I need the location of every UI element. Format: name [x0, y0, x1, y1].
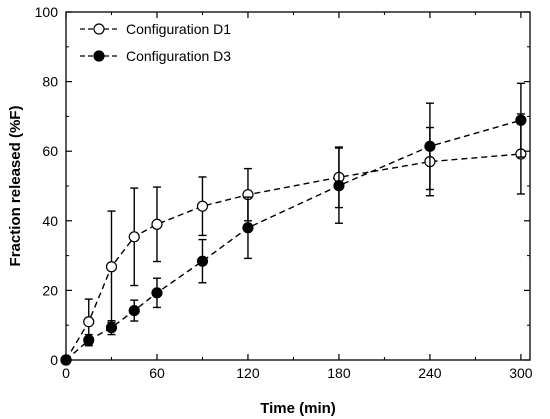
series-line — [65, 153, 521, 361]
data-point — [105, 261, 118, 273]
data-point — [128, 231, 140, 243]
axis-ticks: 0 60 120 180 240 300 0 20 40 60 80 100 — [35, 4, 533, 381]
x-axis-title: Time (min) — [260, 400, 336, 417]
series-layer — [60, 82, 527, 366]
data-point — [128, 304, 140, 317]
data-point — [333, 180, 345, 192]
data-point — [83, 334, 95, 346]
series-0 — [60, 113, 527, 366]
y-tick-label: 20 — [42, 282, 58, 298]
y-tick-label: 100 — [35, 4, 59, 20]
series-line — [65, 119, 522, 361]
data-point — [151, 218, 163, 230]
data-point — [515, 114, 527, 126]
y-axis-title: Fraction released (%F) — [7, 106, 24, 267]
data-point — [105, 322, 118, 334]
legend-marker-d1 — [93, 23, 105, 35]
data-point — [196, 255, 209, 267]
legend: Configuration D1 Configuration D3 — [80, 21, 231, 64]
data-point — [151, 287, 163, 299]
data-point — [83, 316, 95, 328]
x-tick-label: 300 — [509, 365, 533, 381]
data-point — [424, 140, 436, 152]
x-tick-label: 60 — [149, 365, 165, 381]
y-tick-label: 80 — [42, 74, 58, 90]
x-tick-label: 180 — [327, 365, 351, 381]
x-tick-label: 120 — [236, 365, 260, 381]
x-tick-label: 0 — [62, 365, 70, 381]
legend-label-d3: Configuration D3 — [126, 48, 231, 64]
legend-label-d1: Configuration D1 — [126, 21, 231, 37]
y-tick-label: 0 — [50, 352, 58, 368]
data-point — [242, 222, 254, 234]
y-tick-label: 60 — [42, 143, 58, 159]
series-1 — [60, 82, 527, 366]
data-point — [196, 200, 209, 212]
x-tick-label: 240 — [418, 365, 442, 381]
legend-marker-d3 — [93, 50, 105, 62]
y-tick-label: 40 — [42, 213, 58, 229]
